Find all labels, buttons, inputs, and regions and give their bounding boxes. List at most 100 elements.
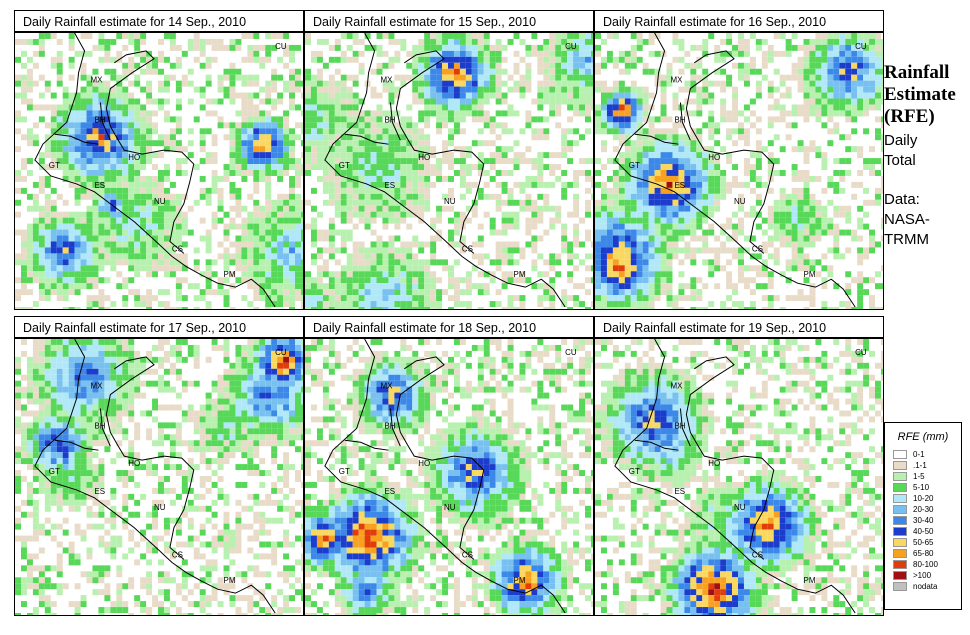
rain-cell bbox=[277, 235, 284, 242]
rain-cell bbox=[489, 175, 496, 182]
rain-cell bbox=[803, 80, 810, 87]
rain-cell bbox=[869, 229, 876, 236]
rain-cell bbox=[322, 187, 329, 194]
rain-cell bbox=[702, 170, 709, 176]
rain-cell bbox=[726, 134, 733, 141]
rain-cell bbox=[726, 116, 733, 123]
rain-cell bbox=[163, 241, 170, 248]
rain-cell bbox=[175, 146, 182, 153]
rain-cell bbox=[382, 301, 389, 308]
rain-cell bbox=[259, 170, 266, 176]
rain-cell bbox=[791, 62, 798, 69]
rain-cell bbox=[316, 283, 323, 290]
rain-cell bbox=[104, 38, 111, 45]
rain-cell bbox=[797, 86, 804, 93]
rain-cell bbox=[821, 301, 828, 308]
rain-cell bbox=[128, 38, 135, 45]
rain-cell bbox=[253, 80, 260, 87]
rain-cell bbox=[388, 164, 395, 171]
rain-cell bbox=[394, 128, 401, 135]
rain-cell bbox=[549, 56, 556, 63]
rain-cell bbox=[56, 265, 63, 272]
rain-cell bbox=[543, 44, 550, 51]
rain-cell bbox=[755, 146, 762, 153]
rain-cell bbox=[606, 205, 613, 212]
rain-cell bbox=[56, 223, 63, 230]
rain-cell bbox=[32, 205, 39, 212]
rain-cell bbox=[648, 235, 655, 242]
rain-cell bbox=[311, 122, 317, 129]
rain-cell bbox=[618, 50, 625, 57]
rain-cell bbox=[80, 350, 87, 357]
rain-cell bbox=[483, 170, 490, 176]
rain-cell bbox=[364, 170, 371, 176]
rain-cell bbox=[122, 295, 129, 302]
rain-cell bbox=[32, 38, 39, 45]
rain-cell bbox=[501, 92, 508, 99]
rain-cell bbox=[152, 128, 159, 135]
rain-cell bbox=[229, 140, 236, 147]
rain-cell bbox=[708, 134, 715, 141]
country-label: GT bbox=[629, 161, 640, 170]
rain-cell bbox=[289, 140, 296, 147]
rain-cell bbox=[346, 187, 353, 194]
rain-cell bbox=[80, 223, 87, 230]
rain-cell bbox=[62, 356, 69, 363]
rain-cell bbox=[857, 217, 864, 224]
rain-cell bbox=[519, 271, 526, 278]
rain-cell bbox=[767, 295, 774, 302]
rain-cell bbox=[618, 205, 625, 212]
rain-cell bbox=[612, 104, 619, 111]
rain-cell bbox=[797, 295, 804, 302]
rain-cell bbox=[56, 116, 63, 123]
rain-cell bbox=[406, 74, 413, 81]
rain-cell bbox=[595, 253, 601, 260]
rain-cell bbox=[98, 98, 105, 105]
rain-cell bbox=[875, 128, 881, 135]
rain-cell bbox=[140, 128, 147, 135]
rain-cell bbox=[424, 158, 431, 165]
rain-cell bbox=[193, 362, 200, 369]
rain-cell bbox=[394, 152, 401, 159]
rain-cell bbox=[660, 235, 667, 242]
rain-cell bbox=[869, 301, 876, 308]
rain-cell bbox=[549, 283, 556, 290]
rain-cell bbox=[253, 187, 260, 194]
rain-cell bbox=[104, 116, 111, 123]
rain-cell bbox=[489, 62, 496, 69]
rain-cell bbox=[690, 199, 697, 206]
rain-cell bbox=[791, 44, 798, 51]
rain-cell bbox=[839, 86, 846, 93]
rain-cell bbox=[702, 193, 709, 200]
rain-cell bbox=[424, 44, 431, 51]
rain-cell bbox=[660, 187, 667, 194]
rain-cell bbox=[845, 86, 852, 93]
rain-cell bbox=[436, 92, 443, 99]
rain-cell bbox=[519, 152, 526, 159]
rain-cell bbox=[26, 247, 33, 254]
rain-cell bbox=[140, 104, 147, 111]
rain-cell bbox=[400, 289, 407, 296]
rain-cell bbox=[56, 146, 63, 153]
rain-cell bbox=[134, 295, 141, 302]
rain-cell bbox=[406, 247, 413, 254]
rain-cell bbox=[424, 271, 431, 278]
rain-cell bbox=[74, 368, 81, 375]
rain-cell bbox=[618, 229, 625, 236]
rain-cell bbox=[561, 170, 568, 176]
rain-cell bbox=[205, 301, 212, 308]
rain-cell bbox=[732, 86, 739, 93]
rain-cell bbox=[340, 170, 347, 176]
rain-cell bbox=[80, 241, 87, 248]
rain-cell bbox=[507, 104, 514, 111]
rain-cell bbox=[839, 62, 846, 69]
rain-cell bbox=[424, 199, 431, 206]
country-label: MX bbox=[670, 76, 683, 85]
rain-cell bbox=[857, 146, 864, 153]
rain-cell bbox=[328, 128, 335, 135]
rain-cell bbox=[863, 74, 870, 81]
rain-cell bbox=[863, 33, 870, 39]
rain-cell bbox=[104, 181, 111, 188]
rain-cell bbox=[80, 344, 87, 351]
rain-cell bbox=[122, 140, 129, 147]
